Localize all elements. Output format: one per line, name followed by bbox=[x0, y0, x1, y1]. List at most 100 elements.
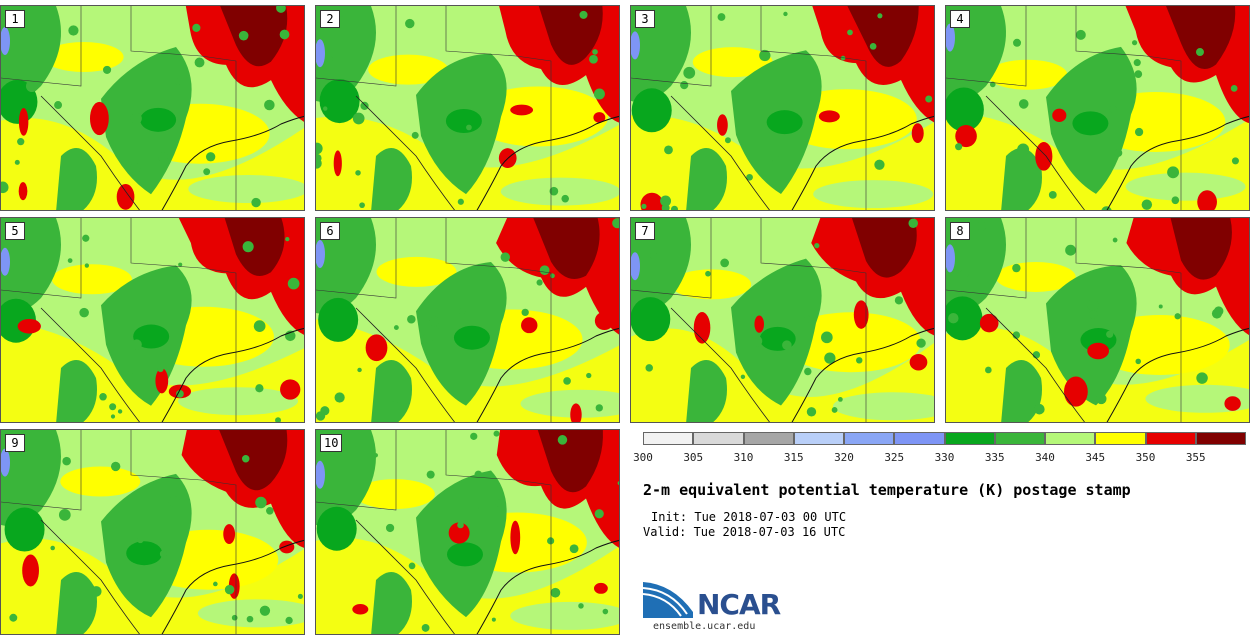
green-speckle bbox=[617, 481, 619, 486]
stamp-map-field bbox=[1, 6, 304, 210]
red-blotch bbox=[22, 554, 39, 587]
green-speckle bbox=[569, 544, 579, 554]
stamp-number-7: 7 bbox=[635, 222, 655, 240]
dark-green-region bbox=[946, 296, 983, 341]
green-speckle bbox=[759, 49, 771, 62]
green-speckle bbox=[323, 106, 328, 111]
stamp-map-field bbox=[316, 6, 619, 210]
coastline bbox=[161, 539, 304, 634]
postage-stamp-5: 5 bbox=[0, 217, 305, 423]
green-speckle bbox=[429, 316, 440, 327]
green-speckle bbox=[411, 131, 419, 139]
green-speckle bbox=[557, 435, 568, 445]
green-speckle bbox=[1088, 310, 1098, 319]
logo-url: ensemble.ucar.edu bbox=[653, 621, 756, 632]
red-blotch bbox=[594, 311, 614, 331]
green-speckle bbox=[814, 243, 820, 249]
dark-green-region bbox=[140, 107, 177, 132]
green-region bbox=[1, 218, 61, 314]
green-speckle bbox=[561, 194, 569, 203]
coastline bbox=[476, 327, 619, 422]
green-speckle bbox=[746, 173, 753, 181]
green-speckle bbox=[837, 396, 843, 402]
dark-green-region bbox=[445, 108, 482, 133]
green-speckle bbox=[255, 384, 264, 393]
green-speckle bbox=[660, 195, 672, 207]
colorbar-tick-345: 345 bbox=[1085, 451, 1106, 464]
green-speckle bbox=[474, 470, 483, 479]
green-speckle bbox=[1171, 196, 1180, 205]
red-blotch bbox=[18, 182, 28, 201]
green-speckle bbox=[751, 335, 763, 347]
green-speckle bbox=[1034, 403, 1045, 415]
blue-region bbox=[946, 23, 955, 52]
green-speckle bbox=[636, 63, 647, 73]
red-blotch bbox=[333, 150, 342, 177]
coastline bbox=[791, 327, 934, 422]
green-speckle bbox=[821, 331, 833, 344]
green-speckle bbox=[959, 269, 969, 279]
green-speckle bbox=[352, 112, 365, 125]
colorbar-bin-10 bbox=[1145, 432, 1196, 445]
colorbar-bin-4 bbox=[844, 432, 895, 445]
green-speckle bbox=[231, 614, 238, 621]
green-speckle bbox=[458, 307, 466, 315]
base-region bbox=[832, 392, 934, 421]
red-blotch bbox=[448, 522, 470, 544]
green-speckle bbox=[1087, 298, 1099, 311]
green-speckle bbox=[205, 152, 216, 162]
red-blotch bbox=[223, 524, 236, 544]
green-speckle bbox=[641, 203, 647, 210]
green-region bbox=[946, 6, 1006, 102]
green-region bbox=[686, 360, 727, 422]
green-speckle bbox=[130, 112, 142, 125]
state-border-line bbox=[1, 6, 82, 87]
green-speckle bbox=[130, 162, 141, 174]
green-speckle bbox=[521, 308, 529, 317]
green-speckle bbox=[9, 613, 18, 622]
green-speckle bbox=[251, 197, 261, 208]
stamp-map-field bbox=[631, 6, 934, 210]
green-speckle bbox=[79, 307, 89, 318]
dark-red-region bbox=[538, 6, 603, 65]
valid-time: Valid: Tue 2018-07-03 16 UTC bbox=[643, 525, 846, 539]
yellow-region bbox=[987, 59, 1068, 90]
green-speckle bbox=[316, 142, 323, 155]
green-speckle bbox=[67, 258, 73, 263]
green-speckle bbox=[50, 545, 55, 551]
green-region bbox=[686, 148, 727, 210]
dark-red-region bbox=[847, 6, 919, 67]
green-speckle bbox=[472, 503, 479, 510]
colorbar-tick-335: 335 bbox=[984, 451, 1005, 464]
green-speckle bbox=[58, 509, 71, 521]
dark-green-region bbox=[446, 542, 483, 567]
green-speckle bbox=[54, 101, 63, 110]
green-speckle bbox=[782, 340, 792, 350]
stamp-number-1: 1 bbox=[5, 10, 25, 28]
colorbar-bin-0 bbox=[643, 432, 694, 445]
state-border-line bbox=[316, 218, 397, 299]
stamp-number-5: 5 bbox=[5, 222, 25, 240]
green-speckle bbox=[158, 152, 168, 162]
dark-red-region bbox=[1170, 218, 1232, 280]
colorbar-tick-330: 330 bbox=[934, 451, 955, 464]
green-speckle bbox=[1135, 358, 1142, 365]
green-speckle bbox=[1048, 190, 1057, 199]
base-region bbox=[188, 175, 304, 204]
green-speckle bbox=[720, 258, 730, 268]
green-speckle bbox=[1109, 105, 1117, 113]
green-speckle bbox=[500, 252, 510, 262]
coastline bbox=[791, 115, 934, 210]
yellow-region bbox=[781, 312, 922, 373]
colorbar-tick-340: 340 bbox=[1035, 451, 1055, 464]
green-speckle bbox=[602, 608, 609, 615]
green-speckle bbox=[285, 236, 290, 242]
dark-red-region bbox=[224, 218, 285, 277]
stamp-map-field bbox=[1, 218, 304, 422]
colorbar-bin-6 bbox=[944, 432, 995, 445]
base-region bbox=[197, 599, 304, 628]
red-blotch bbox=[818, 110, 840, 123]
red-blotch bbox=[510, 520, 521, 555]
green-speckle bbox=[491, 617, 496, 622]
green-speckle bbox=[392, 400, 398, 406]
